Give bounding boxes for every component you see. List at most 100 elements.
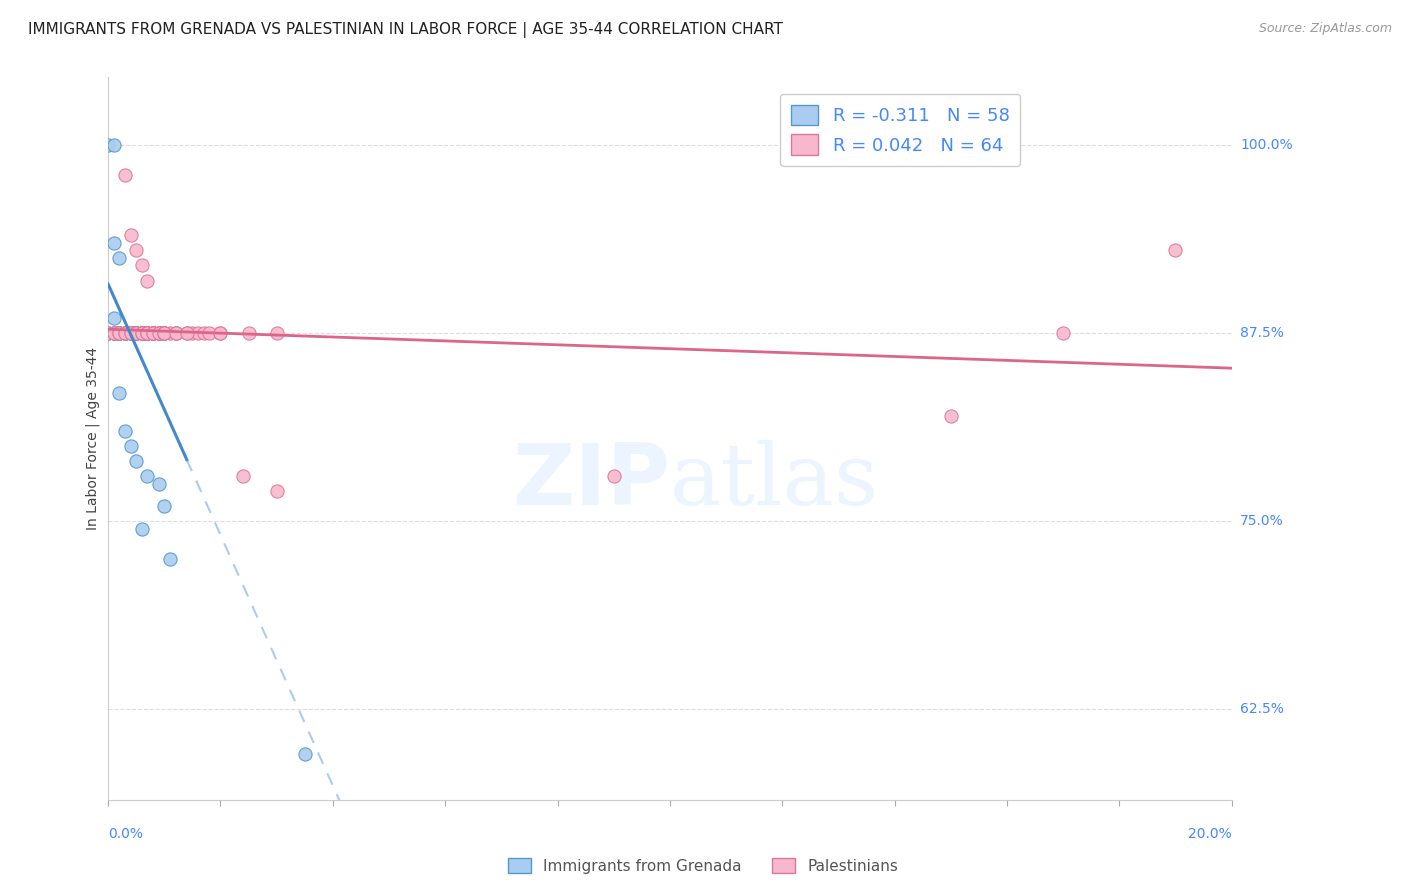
Point xyxy=(136,326,159,341)
Point xyxy=(103,235,125,250)
Point xyxy=(165,326,187,341)
Point xyxy=(142,326,165,341)
Point xyxy=(209,326,232,341)
Text: Source: ZipAtlas.com: Source: ZipAtlas.com xyxy=(1258,22,1392,36)
Point xyxy=(209,326,232,341)
Point xyxy=(131,326,153,341)
Point xyxy=(125,454,148,468)
Point xyxy=(125,326,148,341)
Point xyxy=(136,326,159,341)
Point xyxy=(120,326,142,341)
Point xyxy=(97,326,120,341)
Point xyxy=(125,326,148,341)
Point xyxy=(142,326,165,341)
Point xyxy=(266,326,288,341)
Point xyxy=(125,244,148,258)
Point xyxy=(108,326,131,341)
Point xyxy=(153,326,176,341)
Point xyxy=(125,326,148,341)
Point xyxy=(153,326,176,341)
Point xyxy=(148,326,170,341)
Legend: R = -0.311   N = 58, R = 0.042   N = 64: R = -0.311 N = 58, R = 0.042 N = 64 xyxy=(780,94,1021,166)
Point xyxy=(131,326,153,341)
Point xyxy=(142,326,165,341)
Point xyxy=(153,499,176,513)
Point xyxy=(131,326,153,341)
Point xyxy=(125,326,148,341)
Point xyxy=(153,326,176,341)
Point xyxy=(176,326,198,341)
Point xyxy=(120,326,142,341)
Point xyxy=(181,326,204,341)
Point xyxy=(153,326,176,341)
Point xyxy=(108,326,131,341)
Point xyxy=(198,326,221,341)
Point xyxy=(142,326,165,341)
Point xyxy=(114,326,136,341)
Point xyxy=(108,326,131,341)
Text: 75.0%: 75.0% xyxy=(1240,514,1284,528)
Point xyxy=(1052,326,1074,341)
Point xyxy=(131,326,153,341)
Point xyxy=(148,476,170,491)
Point xyxy=(108,326,131,341)
Point xyxy=(142,326,165,341)
Point xyxy=(120,326,142,341)
Point xyxy=(125,326,148,341)
Point xyxy=(125,326,148,341)
Point xyxy=(103,326,125,341)
Point xyxy=(114,326,136,341)
Point xyxy=(120,326,142,341)
Point xyxy=(148,326,170,341)
Point xyxy=(159,326,181,341)
Point xyxy=(232,469,254,483)
Point xyxy=(103,311,125,326)
Point xyxy=(131,326,153,341)
Point xyxy=(103,326,125,341)
Point xyxy=(136,326,159,341)
Point xyxy=(266,484,288,499)
Point xyxy=(125,326,148,341)
Point xyxy=(103,326,125,341)
Point xyxy=(114,424,136,438)
Point xyxy=(103,326,125,341)
Point xyxy=(238,326,260,341)
Point xyxy=(1164,244,1187,258)
Point xyxy=(114,326,136,341)
Point xyxy=(120,326,142,341)
Point xyxy=(165,326,187,341)
Point xyxy=(136,326,159,341)
Point xyxy=(148,326,170,341)
Point xyxy=(120,326,142,341)
Point xyxy=(193,326,215,341)
Point xyxy=(108,326,131,341)
Text: 20.0%: 20.0% xyxy=(1188,827,1232,841)
Point xyxy=(136,326,159,341)
Text: 87.5%: 87.5% xyxy=(1240,326,1284,340)
Point xyxy=(939,409,962,423)
Text: 62.5%: 62.5% xyxy=(1240,702,1284,716)
Point xyxy=(153,326,176,341)
Point xyxy=(148,326,170,341)
Point xyxy=(131,259,153,273)
Point xyxy=(153,326,176,341)
Text: 100.0%: 100.0% xyxy=(1240,138,1292,153)
Point xyxy=(97,326,120,341)
Point xyxy=(165,326,187,341)
Point xyxy=(131,326,153,341)
Point xyxy=(114,168,136,182)
Point xyxy=(136,326,159,341)
Point xyxy=(120,326,142,341)
Point xyxy=(108,386,131,401)
Point xyxy=(131,522,153,536)
Point xyxy=(120,228,142,243)
Point xyxy=(131,326,153,341)
Text: ZIP: ZIP xyxy=(512,441,669,524)
Point xyxy=(97,138,120,153)
Point xyxy=(114,326,136,341)
Point xyxy=(131,326,153,341)
Y-axis label: In Labor Force | Age 35-44: In Labor Force | Age 35-44 xyxy=(86,347,100,530)
Point xyxy=(176,326,198,341)
Point xyxy=(120,439,142,453)
Point xyxy=(187,326,209,341)
